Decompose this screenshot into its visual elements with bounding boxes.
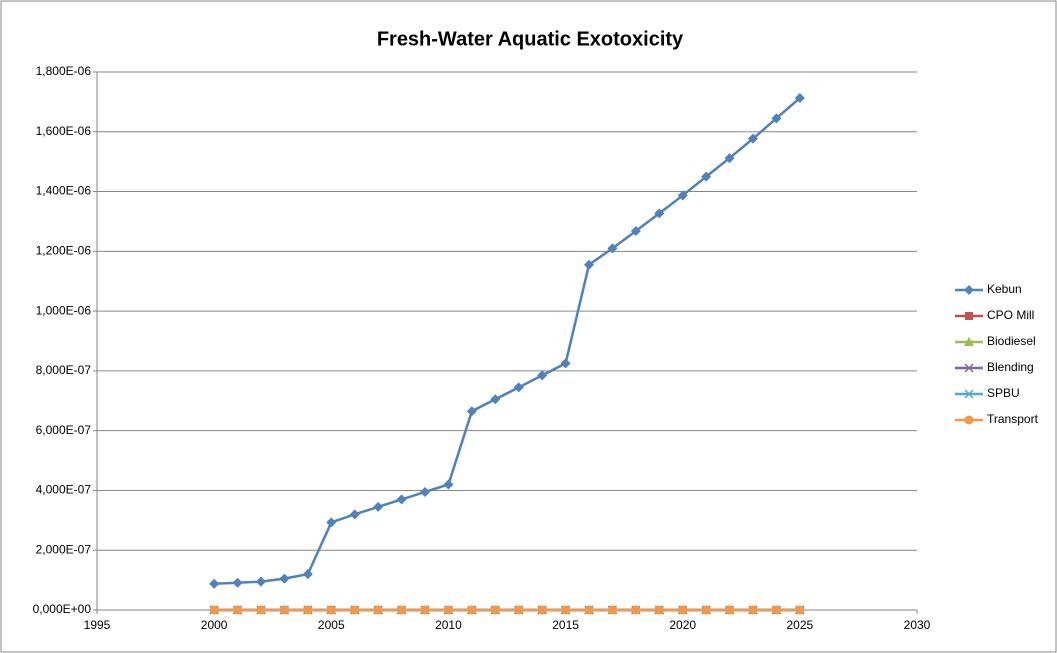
marker <box>724 153 735 164</box>
marker <box>584 605 594 615</box>
legend-label: Biodiesel <box>987 334 1036 348</box>
marker <box>302 569 313 580</box>
legend-marker <box>964 389 974 399</box>
marker <box>490 394 501 405</box>
legend-marker <box>964 363 974 373</box>
marker <box>561 605 571 615</box>
marker <box>701 605 711 615</box>
marker <box>630 226 641 237</box>
marker <box>584 259 594 270</box>
legend-label: CPO Mill <box>987 308 1034 322</box>
x-tick-label: 2015 <box>552 618 579 632</box>
y-tick-label: 1,800E-06 <box>36 64 92 78</box>
marker <box>537 370 548 381</box>
marker <box>631 605 641 615</box>
x-tick-label: 2005 <box>318 618 345 632</box>
legend-label: Transport <box>987 412 1039 426</box>
legend-marker <box>965 312 973 320</box>
marker <box>279 573 290 584</box>
x-tick-label: 2025 <box>787 618 814 632</box>
legend-marker <box>964 415 974 425</box>
marker <box>748 605 758 615</box>
y-tick-label: 2,000E-07 <box>36 542 92 556</box>
marker <box>607 243 618 254</box>
marker <box>373 501 384 512</box>
marker <box>209 605 219 615</box>
x-tick-label: 2010 <box>435 618 462 632</box>
marker <box>397 605 407 615</box>
marker <box>232 577 243 588</box>
marker <box>256 576 266 587</box>
marker <box>514 605 524 615</box>
marker <box>350 605 360 615</box>
y-tick-label: 1,600E-06 <box>36 124 92 138</box>
marker <box>701 171 712 182</box>
marker <box>795 605 805 615</box>
marker <box>771 605 781 615</box>
y-tick-label: 0,000E+00 <box>33 602 92 616</box>
marker <box>560 358 571 369</box>
y-tick-label: 1,000E-06 <box>36 303 92 317</box>
marker <box>373 605 383 615</box>
marker <box>420 605 430 615</box>
y-tick-label: 8,000E-07 <box>36 363 92 377</box>
marker <box>467 605 477 615</box>
marker <box>771 113 782 124</box>
legend-label: Blending <box>987 360 1034 374</box>
y-tick-label: 1,400E-06 <box>36 184 92 198</box>
marker <box>748 133 758 144</box>
y-tick-label: 1,200E-06 <box>36 244 92 258</box>
marker <box>794 93 805 104</box>
legend-label: Kebun <box>987 282 1022 296</box>
marker <box>654 208 665 219</box>
marker <box>490 605 500 615</box>
marker <box>654 605 664 615</box>
marker <box>420 486 430 497</box>
marker <box>303 605 313 615</box>
x-tick-label: 2000 <box>201 618 228 632</box>
marker <box>537 605 547 615</box>
marker <box>326 605 336 615</box>
marker <box>678 605 688 615</box>
y-tick-label: 4,000E-07 <box>36 483 92 497</box>
marker <box>677 190 688 201</box>
x-tick-label: 1995 <box>84 618 111 632</box>
marker <box>513 382 524 393</box>
marker <box>256 605 266 615</box>
y-tick-label: 6,000E-07 <box>36 423 92 437</box>
marker <box>279 605 289 615</box>
marker <box>349 509 360 520</box>
marker <box>209 578 220 589</box>
x-tick-label: 2020 <box>669 618 696 632</box>
marker <box>443 605 453 615</box>
chart-title: Fresh-Water Aquatic Exotoxicity <box>377 28 684 50</box>
legend-label: SPBU <box>987 386 1020 400</box>
marker <box>233 605 243 615</box>
legend-marker <box>964 285 974 295</box>
x-tick-label: 2030 <box>904 618 931 632</box>
series-line <box>214 97 801 585</box>
marker <box>725 605 735 615</box>
legend-marker <box>964 337 974 346</box>
marker <box>326 517 337 528</box>
marker <box>396 494 407 505</box>
marker <box>607 605 617 615</box>
marker <box>443 479 454 490</box>
marker <box>466 406 477 417</box>
